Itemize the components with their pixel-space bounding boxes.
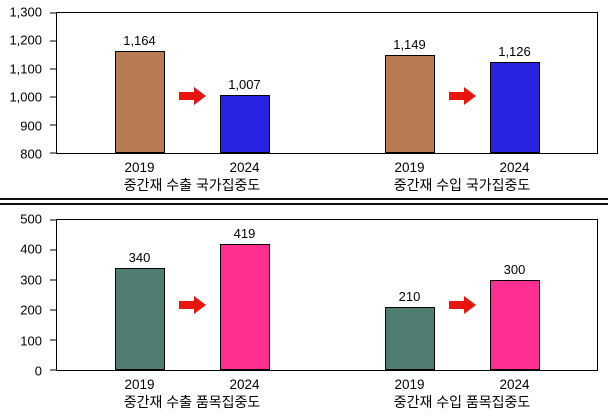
bar-slot-2019: 1,164 2019 [114, 13, 165, 175]
bar-value-label: 1,149 [393, 37, 426, 53]
y-tick-mark [50, 68, 56, 70]
group-axis-label: 중간재 수입 품목집중도 [393, 394, 531, 410]
group-axis-label: 중간재 수출 품목집중도 [123, 394, 261, 410]
bar-2019 [114, 51, 165, 153]
y-tick-mark [50, 219, 56, 221]
bar-2024 [219, 244, 270, 370]
y-tick-label: 100 [20, 333, 42, 349]
group-axis-label: 중간재 수출 국가집중도 [123, 177, 261, 193]
y-tick-label: 1,100 [9, 61, 42, 77]
bar-group: 340 2019 419 2024 중간재 수출 품목집중도 [57, 220, 327, 410]
bar-slot-2019: 210 2019 [384, 220, 435, 392]
bar-2024 [219, 95, 270, 153]
group-axis-label: 중간재 수입 국가집중도 [393, 177, 531, 193]
bar-value-label: 210 [398, 289, 421, 304]
bar-value-label: 419 [233, 226, 256, 242]
bar-2024 [489, 280, 540, 370]
arrow-shaft [448, 301, 464, 309]
bar-slot-2019: 1,149 2019 [384, 13, 435, 175]
bar-group: 210 2019 300 2024 중간재 수입 품목집중도 [327, 220, 597, 410]
y-tick-label: 500 [20, 211, 42, 227]
item-concentration-chart: 0 100 200 300 400 500 340 2019 419 2024 중간재 수출 품목… [0, 205, 608, 419]
y-tick-label: 1,200 [9, 32, 42, 48]
arrow-head [193, 296, 206, 314]
y-tick-mark [50, 249, 56, 251]
bar-value-label: 1,126 [498, 43, 531, 59]
x-tick-label: 2024 [229, 160, 260, 175]
x-tick-label: 2019 [124, 377, 155, 392]
bar-slot-2019: 340 2019 [114, 220, 165, 392]
bar-value-label: 1,007 [228, 77, 261, 93]
y-tick-label: 200 [20, 302, 42, 318]
increase-decrease-arrow-icon [448, 296, 476, 314]
bar-slot-2024: 300 2024 [489, 220, 540, 392]
x-tick-label: 2024 [499, 377, 530, 392]
y-tick-label: 0 [34, 363, 42, 379]
arrow-head [193, 87, 206, 105]
y-tick-mark [50, 339, 56, 341]
y-tick-mark [50, 12, 56, 14]
y-tick-mark [50, 309, 56, 311]
plot-area: 1,164 2019 1,007 2024 중간재 수출 국가집중도 1,149 2019 1… [50, 12, 598, 193]
arrow-head [463, 296, 476, 314]
bar-group: 1,149 2019 1,126 2024 중간재 수입 국가집중도 [327, 13, 597, 193]
y-axis: 0 100 200 300 400 500 [0, 213, 52, 378]
y-tick-mark [50, 279, 56, 281]
x-tick-label: 2019 [394, 160, 425, 175]
bar-group: 1,164 2019 1,007 2024 중간재 수출 국가집중도 [57, 13, 327, 193]
bar-2019 [384, 55, 435, 153]
country-concentration-chart: 800 900 1,000 1,100 1,200 1,300 1,164 2019 1,00… [0, 0, 608, 198]
arrow-head [463, 87, 476, 105]
bar-2024 [489, 61, 540, 153]
arrow-shaft [178, 301, 194, 309]
y-axis: 800 900 1,000 1,100 1,200 1,300 [0, 6, 52, 161]
x-tick-label: 2024 [229, 377, 260, 392]
plot-area: 340 2019 419 2024 중간재 수출 품목집중도 210 2019 300 2024… [50, 219, 598, 410]
bar-value-label: 1,164 [123, 33, 156, 49]
y-tick-mark [50, 96, 56, 98]
y-tick-label: 300 [20, 272, 42, 288]
y-tick-mark [50, 124, 56, 126]
y-tick-label: 400 [20, 241, 42, 257]
increase-decrease-arrow-icon [178, 87, 206, 105]
x-tick-label: 2019 [394, 377, 425, 392]
y-tick-label: 1,300 [9, 4, 42, 20]
bar-value-label: 340 [128, 250, 151, 265]
y-tick-label: 1,000 [9, 89, 42, 105]
increase-decrease-arrow-icon [448, 87, 476, 105]
y-tick-mark [50, 369, 56, 371]
y-tick-mark [50, 40, 56, 42]
arrow-shaft [448, 92, 464, 100]
increase-decrease-arrow-icon [178, 296, 206, 314]
bar-slot-2024: 419 2024 [219, 220, 270, 392]
bar-slot-2024: 1,007 2024 [219, 13, 270, 175]
y-tick-label: 900 [20, 118, 42, 134]
y-tick-label: 800 [20, 146, 42, 162]
bar-2019 [384, 307, 435, 370]
panel-divider [0, 198, 608, 205]
bar-slot-2024: 1,126 2024 [489, 13, 540, 175]
bar-value-label: 300 [503, 262, 526, 277]
x-tick-label: 2024 [499, 160, 530, 175]
x-tick-label: 2019 [124, 160, 155, 175]
y-tick-mark [50, 152, 56, 154]
bar-2019 [114, 268, 165, 370]
arrow-shaft [178, 92, 194, 100]
